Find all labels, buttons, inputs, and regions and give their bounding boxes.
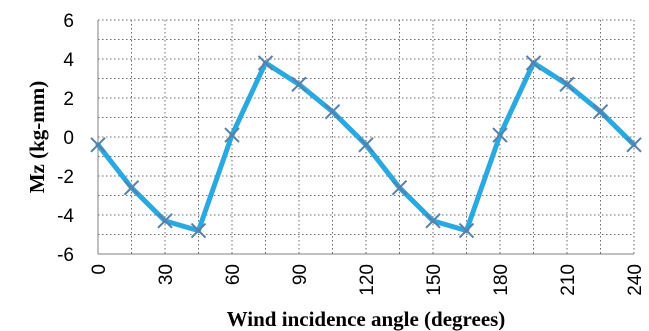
y-tick-label: 0 xyxy=(63,128,74,149)
data-point xyxy=(391,179,408,196)
data-point-stroke xyxy=(592,103,609,120)
data-point-stroke xyxy=(358,137,374,153)
y-tick-labels: 6 4 2 0 -2 -4 -6 xyxy=(57,11,74,266)
data-point-stroke xyxy=(90,137,106,153)
data-point xyxy=(224,127,240,143)
y-tick-label: 6 xyxy=(63,11,74,32)
data-point-stroke xyxy=(559,76,575,93)
data-point-stroke xyxy=(291,76,307,93)
data-point-stroke xyxy=(224,127,240,143)
data-point xyxy=(291,76,307,93)
data-point xyxy=(90,137,106,153)
data-point xyxy=(492,127,508,143)
data-point-stroke xyxy=(324,103,341,120)
data-point-stroke xyxy=(525,55,542,71)
data-point xyxy=(257,55,274,71)
data-point-stroke xyxy=(626,137,642,153)
y-tick-label: -2 xyxy=(57,167,74,188)
data-point xyxy=(358,137,374,153)
data-point xyxy=(525,55,542,71)
data-point xyxy=(157,213,173,229)
x-tick-label: 60 xyxy=(223,264,244,285)
y-tick-label: -6 xyxy=(57,245,74,266)
data-point-stroke xyxy=(425,213,441,229)
data-point-stroke xyxy=(257,55,274,71)
data-point xyxy=(324,103,341,120)
x-tick-label: 210 xyxy=(558,264,579,296)
x-tick-label: 90 xyxy=(290,264,311,285)
grid xyxy=(97,19,635,255)
data-point-stroke xyxy=(190,222,207,239)
data-point-stroke xyxy=(123,179,140,196)
series-layer xyxy=(90,55,642,239)
y-tick-label: 4 xyxy=(63,50,74,71)
data-point-stroke xyxy=(458,222,475,239)
data-point xyxy=(592,103,609,120)
x-axis-title: Wind incidence angle (degrees) xyxy=(227,307,506,331)
data-point-stroke xyxy=(492,127,508,143)
x-tick-label: 180 xyxy=(491,264,512,296)
data-point xyxy=(559,76,575,93)
data-point xyxy=(626,137,642,153)
x-tick-label: 150 xyxy=(424,264,445,296)
x-tick-label: 0 xyxy=(89,264,110,275)
x-tick-label: 30 xyxy=(156,264,177,285)
data-point-stroke xyxy=(391,179,408,196)
data-point xyxy=(123,179,140,196)
x-tick-label: 120 xyxy=(357,264,378,296)
x-tick-labels: 0 30 60 90 120 150 180 210 240 xyxy=(89,264,646,296)
data-point-stroke xyxy=(157,213,173,229)
x-tick-label: 240 xyxy=(625,264,646,296)
y-axis-title: Mz (kg-mm) xyxy=(25,81,49,194)
y-tick-label: -4 xyxy=(57,206,74,227)
data-point xyxy=(458,222,475,239)
y-tick-label: 2 xyxy=(63,89,74,110)
data-point xyxy=(190,222,207,239)
data-point xyxy=(425,213,441,229)
